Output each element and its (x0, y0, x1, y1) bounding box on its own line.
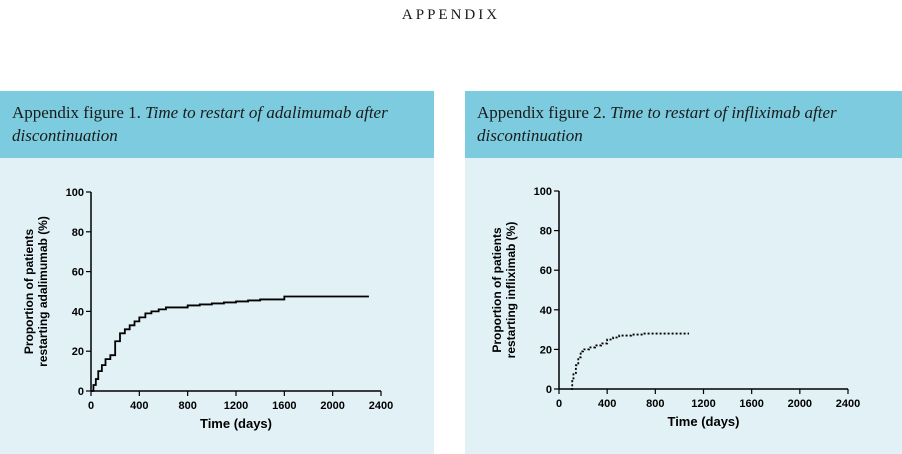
y-tick-label: 60 (72, 267, 84, 279)
x-tick-label: 0 (556, 398, 562, 410)
x-tick-label: 1200 (224, 400, 248, 412)
series-line (571, 332, 690, 390)
x-tick-label: 1600 (739, 398, 763, 410)
y-axis-label: Proportion of patientsrestarting inflixi… (490, 222, 518, 359)
y-tick-label: 40 (540, 305, 552, 317)
y-tick-label: 0 (546, 384, 552, 396)
x-tick-label: 1600 (272, 400, 296, 412)
figure-title-1: Time to restart of adalimumab after disc… (12, 103, 388, 145)
figure-label-1: Appendix figure 1. (12, 103, 141, 122)
chart-infliximab: 0 400 800 1200 1600 2000 2400 0 20 40 60 80 100 Time … (490, 186, 860, 429)
figure-caption-1: Appendix figure 1. Time to restart of ad… (0, 91, 434, 158)
figure-panel-1: Appendix figure 1. Time to restart of ad… (0, 91, 434, 454)
y-axis-label-line: Proportion of patients (22, 229, 36, 355)
y-tick-label: 40 (72, 306, 84, 318)
y-tick-label: 100 (66, 187, 84, 199)
series-line (91, 295, 369, 392)
x-tick-label: 400 (130, 400, 148, 412)
x-tick-label: 2000 (320, 400, 344, 412)
x-tick-label: 800 (178, 400, 196, 412)
y-tick-label: 20 (540, 344, 552, 356)
x-tick-label: 2400 (836, 398, 860, 410)
x-tick-label: 800 (646, 398, 664, 410)
x-tick-label: 0 (88, 400, 94, 412)
figure-caption-2: Appendix figure 2. Time to restart of in… (465, 91, 902, 158)
x-tick-label: 400 (598, 398, 616, 410)
y-axis-label: Proportion of patientsrestarting adalimu… (22, 216, 50, 367)
x-tick-label: 1200 (691, 398, 715, 410)
figure-title-2: Time to restart of infliximab after disc… (477, 103, 837, 145)
y-tick-label: 100 (534, 186, 552, 198)
x-tick-label: 2000 (788, 398, 812, 410)
appendix-title: APPENDIX (401, 7, 501, 23)
x-tick-label: 2400 (369, 400, 393, 412)
y-tick-label: 20 (72, 346, 84, 358)
y-tick-label: 80 (540, 226, 552, 238)
figure-label-2: Appendix figure 2. (477, 103, 606, 122)
x-axis-label: Time (days) (667, 414, 739, 429)
figure-panel-2: Appendix figure 2. Time to restart of in… (465, 91, 902, 454)
y-axis-label-line: restarting infliximab (%) (504, 222, 518, 359)
y-tick-label: 80 (72, 227, 84, 239)
y-tick-label: 0 (78, 386, 84, 398)
y-axis-label-line: Proportion of patients (490, 227, 504, 353)
x-axis-label: Time (days) (200, 416, 272, 431)
chart-adalimumab: 0 400 800 1200 1600 2000 2400 0 20 40 60 80 100 Time … (22, 187, 393, 431)
y-tick-label: 60 (540, 265, 552, 277)
y-axis-label-line: restarting adalimumab (%) (36, 216, 50, 367)
